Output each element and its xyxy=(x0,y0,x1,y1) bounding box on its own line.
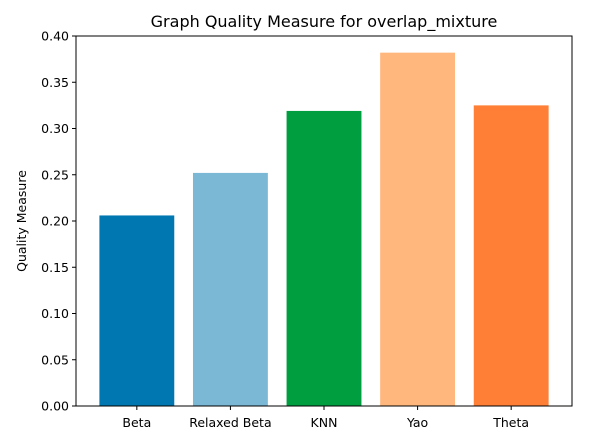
y-tick-label: 0.25 xyxy=(41,167,69,182)
y-tick-label: 0.00 xyxy=(41,399,69,414)
x-tick-label: KNN xyxy=(311,415,338,430)
bar-knn xyxy=(286,110,362,407)
y-tick-label: 0.05 xyxy=(41,352,69,367)
y-tick-label: 0.15 xyxy=(41,260,69,275)
y-tick-label: 0.40 xyxy=(41,29,69,44)
bar-relaxed-beta xyxy=(192,172,268,406)
y-tick-label: 0.35 xyxy=(41,75,69,90)
y-axis-label: Quality Measure xyxy=(14,170,29,272)
bar-beta xyxy=(99,215,175,406)
x-tick-label: Beta xyxy=(122,415,151,430)
y-axis: 0.00 0.05 0.10 0.15 0.20 0.25 0.30 0.35 0.40 xyxy=(41,29,76,414)
x-axis: Beta Relaxed Beta KNN Yao Theta xyxy=(122,406,529,430)
chart-title: Graph Quality Measure for overlap_mixtur… xyxy=(151,12,498,32)
y-tick-label: 0.10 xyxy=(41,306,69,321)
y-tick-label: 0.30 xyxy=(41,121,69,136)
plot-frame xyxy=(75,35,573,407)
x-tick-label: Yao xyxy=(406,415,428,430)
bars-group xyxy=(99,52,549,407)
bar-yao xyxy=(380,52,456,407)
x-tick-label: Theta xyxy=(492,415,529,430)
y-tick-label: 0.20 xyxy=(41,214,69,229)
bar-theta xyxy=(473,105,549,407)
x-tick-label: Relaxed Beta xyxy=(189,415,271,430)
